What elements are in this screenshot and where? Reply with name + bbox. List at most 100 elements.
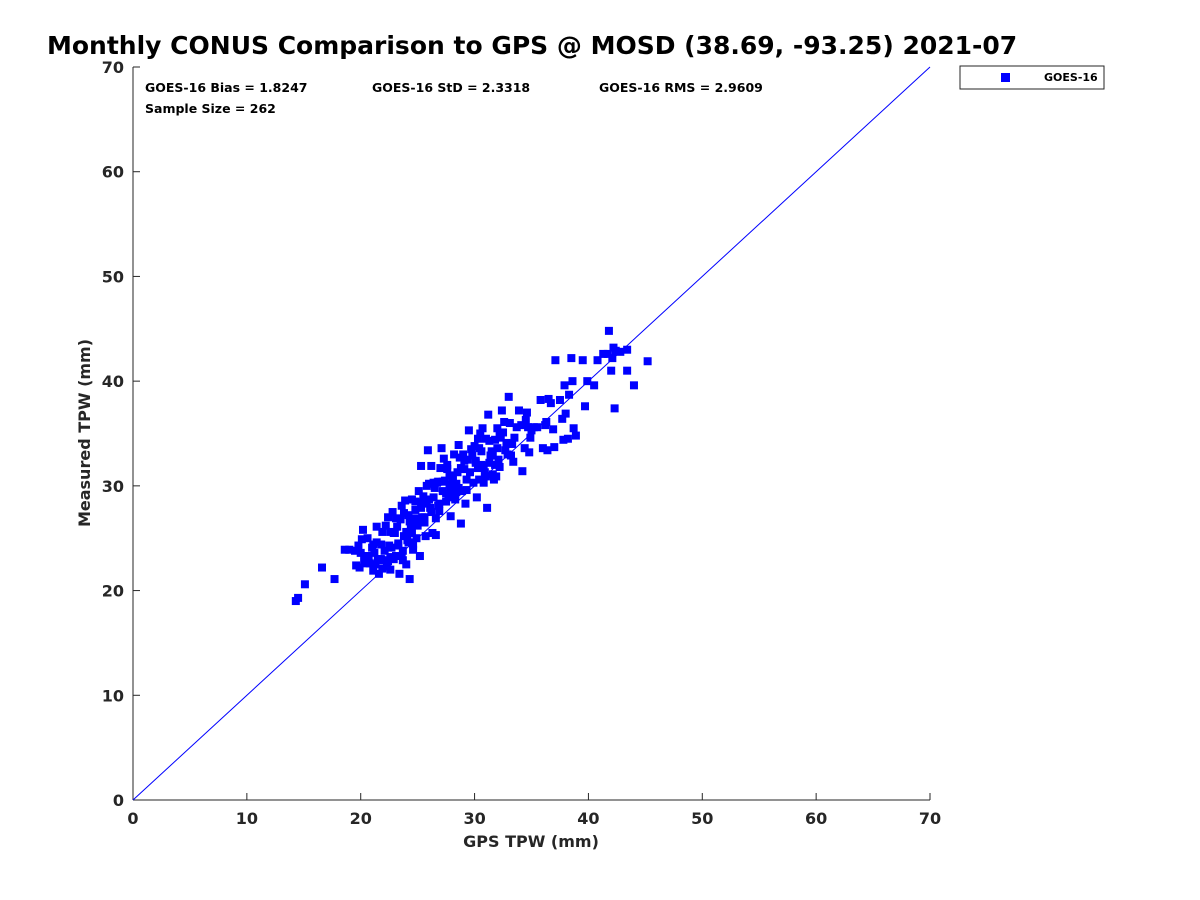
data-point bbox=[409, 545, 418, 554]
data-point bbox=[351, 546, 360, 555]
data-point bbox=[520, 444, 529, 453]
data-point bbox=[371, 560, 380, 569]
data-point bbox=[470, 442, 479, 451]
data-point bbox=[549, 425, 558, 434]
x-tick-label: 0 bbox=[127, 809, 138, 828]
data-point bbox=[475, 475, 484, 484]
data-point bbox=[604, 326, 613, 335]
x-tick-label: 60 bbox=[805, 809, 827, 828]
legend-label: GOES-16 bbox=[1044, 71, 1098, 84]
data-point bbox=[558, 414, 567, 423]
data-point bbox=[381, 521, 390, 530]
data-point bbox=[526, 433, 535, 442]
data-point bbox=[435, 499, 444, 508]
data-point bbox=[429, 478, 438, 487]
data-point bbox=[493, 444, 502, 453]
data-point bbox=[377, 555, 386, 564]
x-tick-label: 70 bbox=[919, 809, 941, 828]
data-point bbox=[358, 525, 367, 534]
data-point bbox=[603, 349, 612, 358]
data-point bbox=[571, 431, 580, 440]
data-point bbox=[590, 381, 599, 390]
data-point bbox=[398, 546, 407, 555]
data-point bbox=[471, 456, 480, 465]
data-point bbox=[643, 357, 652, 366]
data-point bbox=[567, 354, 576, 363]
data-point bbox=[544, 394, 553, 403]
y-tick-label: 50 bbox=[102, 267, 124, 286]
data-point bbox=[386, 553, 395, 562]
y-tick-label: 70 bbox=[102, 58, 124, 77]
data-point bbox=[505, 419, 514, 428]
data-point bbox=[502, 438, 511, 447]
data-point bbox=[405, 517, 414, 526]
data-point bbox=[365, 559, 374, 568]
data-point bbox=[412, 514, 421, 523]
data-point bbox=[389, 528, 398, 537]
data-point bbox=[466, 468, 475, 477]
x-axis-ticks: 0 10 20 30 40 50 60 70 bbox=[127, 793, 941, 828]
data-point bbox=[512, 423, 521, 432]
data-point bbox=[392, 514, 401, 523]
data-point bbox=[495, 463, 504, 472]
data-point bbox=[458, 487, 467, 496]
data-point bbox=[388, 508, 397, 517]
data-point bbox=[420, 517, 429, 526]
data-point bbox=[419, 492, 428, 501]
data-point bbox=[560, 381, 569, 390]
data-point bbox=[393, 522, 402, 531]
data-point bbox=[330, 575, 339, 584]
data-point bbox=[354, 541, 363, 550]
data-point bbox=[451, 492, 460, 501]
data-point bbox=[479, 461, 488, 470]
data-point bbox=[384, 557, 393, 566]
data-point bbox=[422, 499, 431, 508]
data-point bbox=[510, 433, 519, 442]
data-point bbox=[514, 406, 523, 415]
data-point bbox=[581, 402, 590, 411]
data-point bbox=[517, 421, 526, 430]
data-point bbox=[369, 566, 378, 575]
data-point bbox=[418, 498, 427, 507]
data-point bbox=[543, 446, 552, 455]
data-point bbox=[340, 545, 349, 554]
data-point bbox=[405, 575, 414, 584]
data-point bbox=[462, 475, 471, 484]
data-point bbox=[417, 461, 426, 470]
data-point bbox=[431, 531, 440, 540]
data-point bbox=[494, 455, 503, 464]
data-point bbox=[345, 545, 354, 554]
data-point bbox=[479, 478, 488, 487]
data-point bbox=[472, 493, 481, 502]
std-stat: GOES-16 StD = 2.3318 bbox=[372, 80, 530, 95]
y-axis-ticks: 0 10 20 30 40 50 60 70 bbox=[102, 58, 140, 810]
data-point bbox=[361, 559, 370, 568]
data-point bbox=[509, 457, 518, 466]
y-tick-label: 20 bbox=[102, 582, 124, 601]
data-point bbox=[499, 428, 508, 437]
data-point bbox=[599, 349, 608, 358]
data-point bbox=[542, 417, 551, 426]
data-point bbox=[462, 486, 471, 495]
data-point bbox=[445, 480, 454, 489]
data-point bbox=[436, 464, 445, 473]
data-point bbox=[533, 423, 542, 432]
data-point bbox=[483, 503, 492, 512]
data-point bbox=[318, 563, 327, 572]
legend-square-marker bbox=[1001, 73, 1010, 82]
data-point bbox=[412, 534, 421, 543]
data-point bbox=[406, 522, 415, 531]
data-point bbox=[476, 429, 485, 438]
data-point bbox=[461, 499, 470, 508]
data-point bbox=[422, 481, 431, 490]
data-point bbox=[413, 521, 422, 530]
data-point bbox=[593, 356, 602, 365]
data-point bbox=[629, 381, 638, 390]
data-point bbox=[493, 424, 502, 433]
data-point bbox=[369, 540, 378, 549]
data-point bbox=[454, 441, 463, 450]
data-point bbox=[435, 506, 444, 515]
data-point bbox=[377, 540, 386, 549]
data-point bbox=[443, 460, 452, 469]
